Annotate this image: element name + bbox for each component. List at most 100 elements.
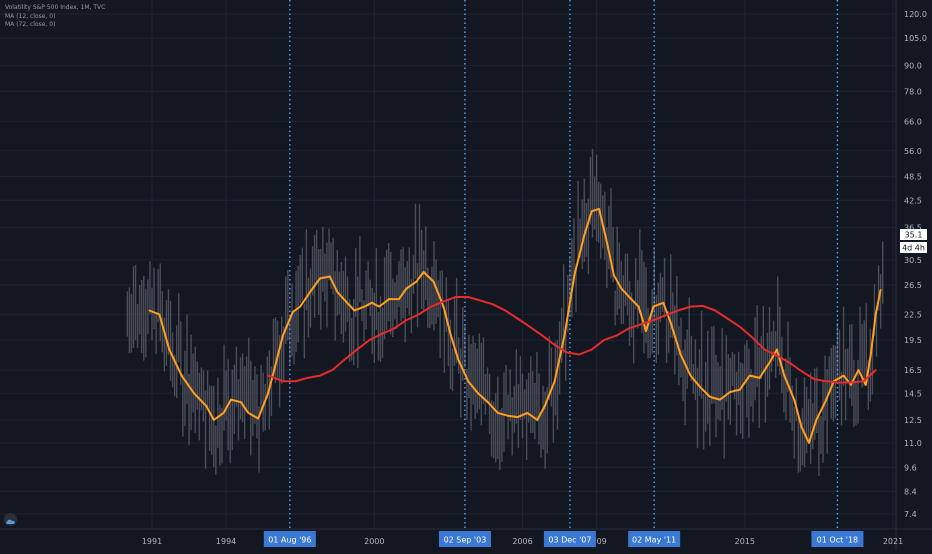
ma12-point (590, 210, 593, 213)
price-tick-label: 7.4 (904, 510, 917, 519)
ma12-point (422, 271, 425, 273)
ma12-point (388, 298, 391, 301)
ma12-point (800, 426, 803, 429)
ma72-point (553, 343, 556, 346)
event-badge-label: 01 Aug '96 (268, 536, 311, 545)
ma72-point (677, 309, 680, 312)
ma12-point (487, 401, 489, 404)
ma72-point (319, 374, 321, 377)
ma12-point (583, 234, 586, 237)
ma72-point (590, 348, 593, 351)
ma12-point (605, 239, 608, 242)
ma72-point (331, 369, 334, 371)
ma72-point (652, 319, 655, 321)
ma12-point (874, 313, 877, 316)
ma12-point (291, 311, 294, 313)
ma12-point (526, 411, 529, 414)
ma12-point (319, 277, 321, 280)
time-axis[interactable]: 1991 1994 2000 2006 2009 2015 2021 (142, 537, 903, 546)
price-tick-label: 90.0 (904, 62, 922, 71)
ma72-point (430, 305, 433, 308)
cloud-icon-glyph (6, 519, 15, 524)
ma12-point (346, 301, 349, 304)
ma72-point (664, 314, 667, 317)
ma72-point (454, 296, 457, 298)
ma72-point (566, 351, 568, 354)
chart-legend: Volatility S&P 500 Index, 1M, TVC MA (12… (5, 4, 105, 30)
ma12-point (768, 361, 771, 364)
legend-ma72[interactable]: MA (72, close, 0) (5, 21, 56, 28)
ma72-point (479, 299, 482, 302)
ma12-point (257, 417, 260, 420)
time-tick-label: 2021 (883, 537, 903, 546)
ma12-point (553, 380, 556, 383)
ma12-point (363, 305, 366, 308)
ma12-point (193, 392, 195, 395)
ma12-point (415, 280, 418, 283)
event-badge-label: 03 Dec '07 (548, 536, 591, 545)
ma12-point (222, 411, 225, 414)
countdown-badge (900, 242, 927, 253)
ma12-point (630, 298, 633, 301)
ma12-line (149, 207, 882, 444)
ma72-line (267, 296, 877, 384)
ma72-point (405, 319, 408, 321)
ma12-point (449, 334, 452, 337)
ma12-point (247, 411, 250, 414)
price-tick-label: 120.0 (904, 10, 927, 19)
price-tick-label: 56.0 (904, 147, 922, 156)
ma12-point (467, 380, 470, 383)
ma72-point (751, 336, 754, 339)
legend-symbol[interactable]: Volatility S&P 500 Index, 1M, TVC (5, 4, 106, 11)
ma12-point (842, 374, 845, 377)
time-tick-label: 2006 (512, 537, 532, 546)
cloud-logo-icon[interactable] (4, 513, 17, 526)
ma72-point (578, 353, 581, 356)
ma12-point (869, 353, 872, 356)
ma12-point (699, 386, 702, 389)
price-badges: 35.1 4d 4h (900, 229, 927, 253)
ma12-point (158, 313, 161, 316)
price-tick-label: 11.0 (904, 439, 922, 448)
legend-ma12[interactable]: MA (12, close, 0) (5, 12, 56, 20)
event-badge (811, 531, 864, 547)
event-badge (543, 531, 596, 547)
ma12-point (738, 388, 741, 391)
ma72-point (714, 309, 717, 312)
ma12-point (432, 280, 435, 283)
ma12-point (719, 398, 721, 401)
ma12-point (612, 274, 615, 277)
ma72-point (393, 327, 395, 330)
ma72-point (640, 323, 642, 326)
ma72-point (541, 334, 544, 337)
ma12-point (180, 374, 183, 377)
countdown-text: 4d 4h (902, 244, 925, 253)
price-tick-label: 9.6 (904, 463, 917, 472)
ma72-point (491, 303, 494, 306)
ma72-point (615, 334, 618, 337)
price-tick-label: 14.5 (904, 389, 922, 398)
price-tick-label: 8.4 (904, 487, 917, 496)
price-tick-label: 48.5 (904, 173, 922, 182)
ma12-point (669, 321, 672, 324)
ma72-point (874, 369, 877, 371)
price-axis[interactable]: 120.0 105.0 90.0 78.0 66.0 56.0 48.5 42.5 36.5 30… (904, 10, 927, 519)
ma12-point (274, 363, 277, 366)
ma12-point (168, 348, 171, 351)
ma72-point (603, 339, 605, 342)
time-tick-label: 1991 (142, 537, 162, 546)
ma72-point (800, 370, 803, 373)
event-badge (438, 531, 491, 547)
ma12-point (857, 369, 860, 371)
ma72-point (788, 361, 791, 364)
ma72-point (343, 358, 346, 361)
ma12-point (282, 334, 284, 337)
ma12-point (205, 405, 208, 408)
event-badge-label: 02 May '11 (632, 536, 676, 545)
price-tick-label: 78.0 (904, 87, 922, 96)
price-tick-label: 22.5 (904, 310, 922, 319)
ma12-point (477, 392, 479, 395)
